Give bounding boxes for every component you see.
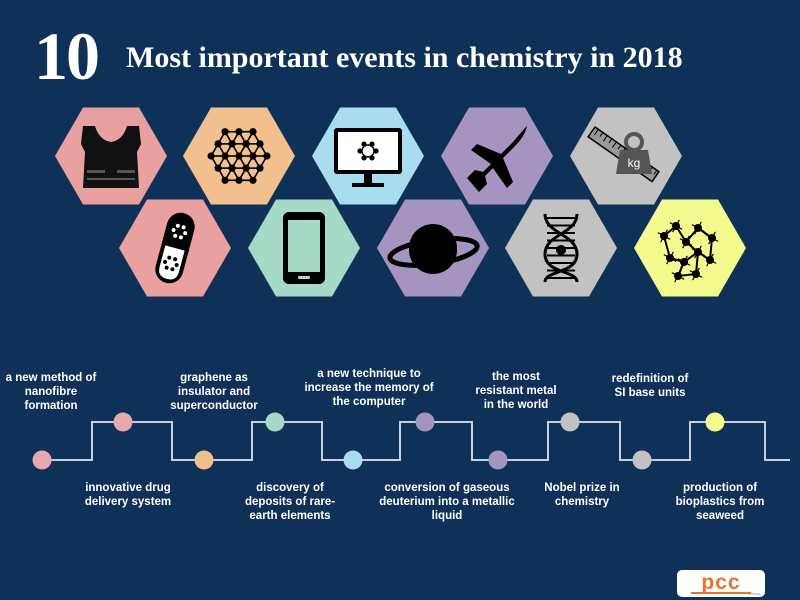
timeline-dot-1 xyxy=(32,450,52,470)
hexagon-9 xyxy=(505,199,617,297)
molecule-network-icon xyxy=(657,219,719,283)
pill-capsule-icon xyxy=(155,212,195,284)
event-label-8: Nobel prize in chemistry xyxy=(544,482,620,508)
hexagon-3 xyxy=(312,107,424,205)
timeline-dot-2 xyxy=(113,412,133,432)
timeline-dot-9 xyxy=(632,450,652,470)
smartphone-icon xyxy=(283,212,325,284)
hexagon-shape xyxy=(634,199,746,297)
timeline-dot-8 xyxy=(560,412,580,432)
event-label-4: discovery of deposits of rare-earth elem… xyxy=(244,482,336,522)
computer-monitor-icon xyxy=(334,128,402,187)
event-label-9: redefinition of SI base units xyxy=(611,373,689,399)
event-label-5: a new technique to increase the memory o… xyxy=(304,368,434,408)
timeline-dot-3 xyxy=(194,450,214,470)
svg-text:kg: kg xyxy=(628,156,641,170)
dna-icon xyxy=(543,213,579,283)
vest-icon xyxy=(81,126,141,188)
pcc-logo: pcc Group xyxy=(677,570,765,597)
planet-icon xyxy=(387,224,480,274)
airplane-icon xyxy=(467,126,527,192)
page-title: Most important events in chemistry in 20… xyxy=(126,41,683,74)
timeline-dot-5 xyxy=(343,450,363,470)
timeline-dot-7 xyxy=(488,450,508,470)
graphene-icon xyxy=(207,128,271,184)
event-label-6: conversion of gaseous deuterium into a m… xyxy=(379,482,515,522)
logo-underline xyxy=(691,592,751,594)
timeline-dot-10 xyxy=(705,412,725,432)
timeline-line xyxy=(42,421,790,461)
ruler-weight-icon: kg xyxy=(587,125,660,183)
event-label-2: innovative drug delivery system xyxy=(84,482,172,508)
event-label-10: production of bioplastics from seaweed xyxy=(675,482,765,522)
event-label-3: graphene as insulator and superconductor xyxy=(170,372,258,412)
logo-text: pcc xyxy=(701,571,741,594)
title-number: 10 xyxy=(34,18,100,94)
timeline-dot-6 xyxy=(415,412,435,432)
hexagon-8 xyxy=(377,199,489,297)
hexagon-5: kg xyxy=(570,107,682,205)
logo-subtext: Group xyxy=(748,591,760,596)
hexagon-2 xyxy=(183,107,295,205)
hexagon-7 xyxy=(248,199,360,297)
hexagon-6 xyxy=(119,199,231,297)
timeline-dot-4 xyxy=(265,412,285,432)
event-label-1: a new method of nanofibre formation xyxy=(5,372,97,412)
hexagon-10 xyxy=(634,199,746,297)
hexagon-4 xyxy=(441,107,553,205)
event-label-7: the most resistant metal in the world xyxy=(475,371,557,411)
hexagon-1 xyxy=(55,107,167,205)
